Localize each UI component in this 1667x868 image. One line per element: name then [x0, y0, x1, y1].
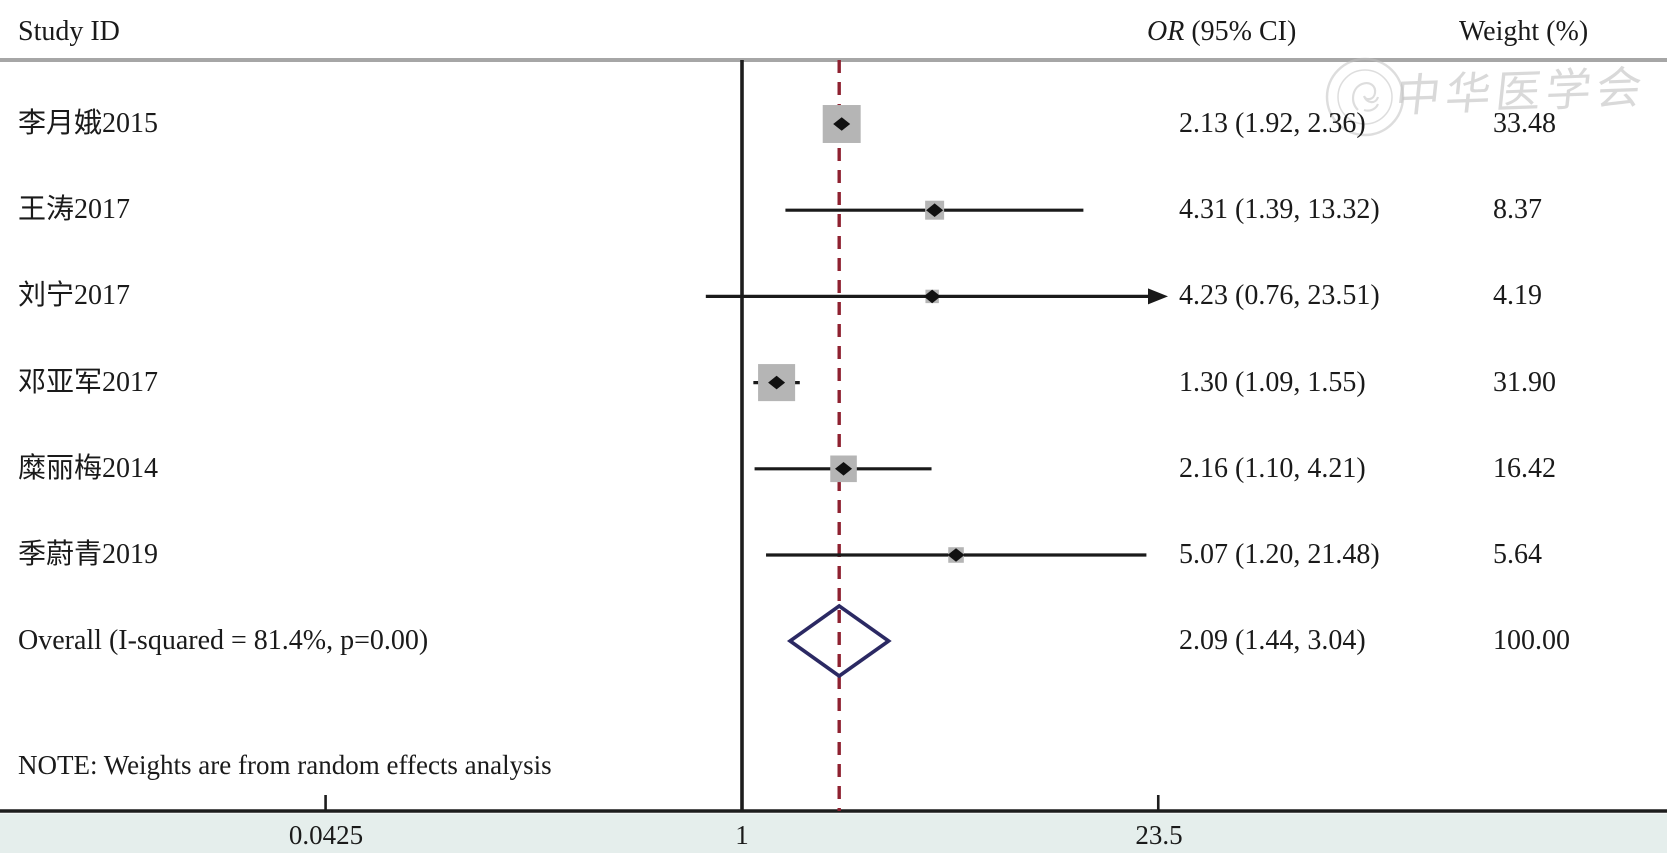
point-estimate-marker — [947, 548, 965, 562]
overall-diamond — [786, 603, 892, 679]
x-axis-band — [0, 813, 1667, 853]
point-estimate-marker — [768, 375, 786, 390]
seal-inner-ring — [1337, 69, 1393, 125]
column-header-study-id: Study ID — [18, 16, 120, 47]
note-text: NOTE: Weights are from random effects an… — [18, 750, 552, 780]
column-header-weight: Weight (%) — [1459, 16, 1589, 47]
or-abbrev: OR — [1147, 16, 1185, 47]
x-tick-label-high: 23.5 — [1135, 820, 1183, 850]
point-estimate-marker — [833, 117, 851, 131]
seal-bird-glyph — [1352, 82, 1380, 112]
point-estimate-marker — [926, 203, 944, 217]
chinese-medical-association-seal-icon — [1325, 57, 1405, 137]
or-ci-rest: (95% CI) — [1184, 16, 1297, 47]
seal-outer-ring — [1325, 57, 1405, 137]
point-estimate-marker — [835, 462, 853, 476]
x-tick-label-low: 0.0425 — [288, 820, 364, 850]
point-estimate-marker — [923, 289, 941, 304]
column-header-or-ci: OR (95% CI) — [1147, 12, 1296, 52]
x-tick-label-one: 1 — [735, 820, 749, 850]
ci-clip-arrow — [1148, 288, 1168, 305]
